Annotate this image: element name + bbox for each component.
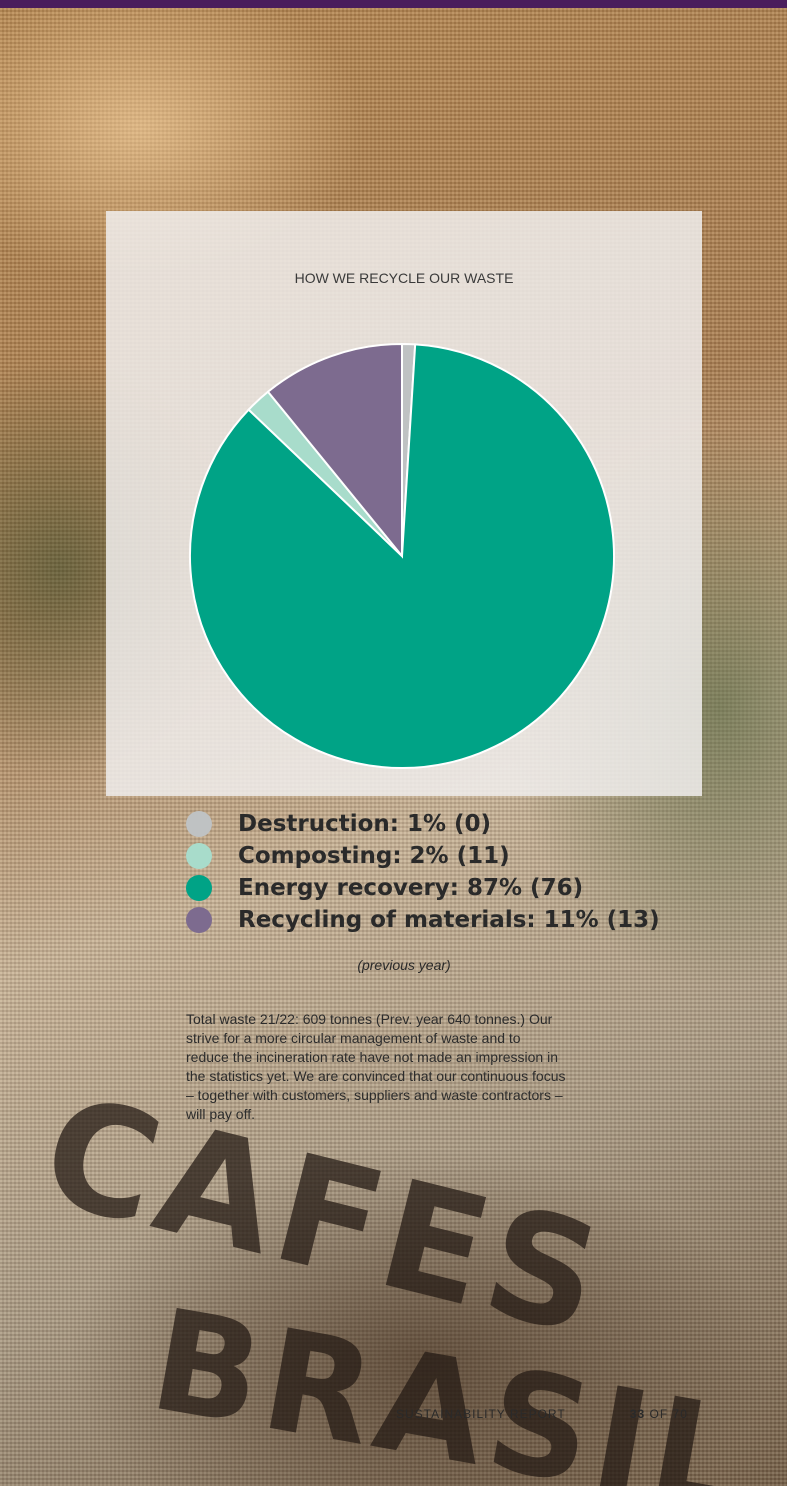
legend-label: Composting: 2% (11): [238, 843, 510, 869]
legend-swatch: [186, 907, 212, 933]
legend-item: Composting: 2% (11): [186, 840, 660, 872]
body-text: Total waste 21/22: 609 tonnes (Prev. yea…: [186, 1011, 566, 1122]
legend-swatch: [186, 843, 212, 869]
legend-label: Destruction: 1% (0): [238, 811, 492, 837]
chart-title: HOW WE RECYCLE OUR WASTE: [294, 270, 514, 286]
legend-swatch: [186, 875, 212, 901]
footer-report-title: SUSTAINABILITY REPORT: [396, 1407, 566, 1421]
legend-label: Energy recovery: 87% (76): [238, 875, 584, 901]
footer-page-total: OF 70: [649, 1407, 688, 1421]
header-bar: [0, 0, 787, 8]
footer-page-number: 33: [629, 1407, 646, 1421]
legend-item: Recycling of materials: 11% (13): [186, 904, 660, 936]
legend-label: Recycling of materials: 11% (13): [238, 907, 660, 933]
legend-swatch: [186, 811, 212, 837]
legend-item: Destruction: 1% (0): [186, 808, 660, 840]
page-footer: SUSTAINABILITY REPORT 33 OF 70: [396, 1407, 688, 1421]
pie-slice-recycling-of-materials: [266, 342, 403, 559]
chart-legend: Destruction: 1% (0) Composting: 2% (11) En…: [186, 808, 660, 936]
legend-item: Energy recovery: 87% (76): [186, 872, 660, 904]
legend-note: (previous year): [357, 957, 451, 973]
pie-chart: [189, 342, 615, 769]
